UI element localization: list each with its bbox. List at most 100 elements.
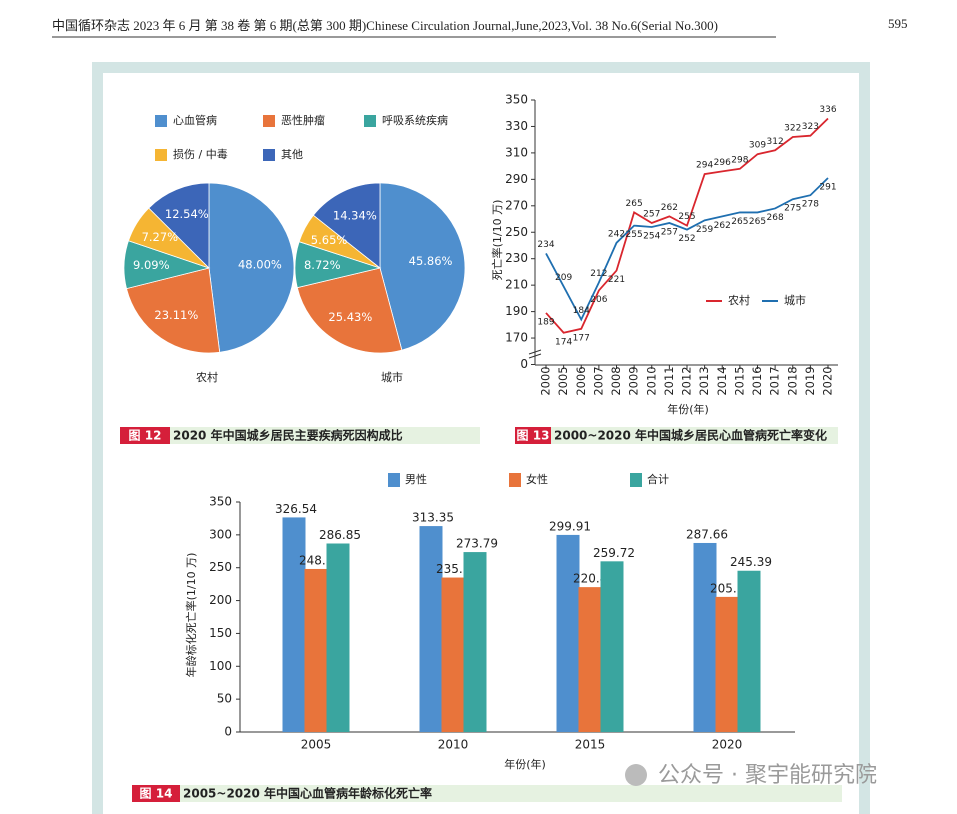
slice-label: 25.43% <box>328 310 372 324</box>
x-tick-label: 2010 <box>438 738 469 752</box>
bar <box>693 542 717 732</box>
data-label: 262 <box>661 203 678 213</box>
x-tick-label: 2017 <box>768 366 782 395</box>
data-label: 298 <box>731 155 748 165</box>
slice-label: 23.11% <box>154 308 198 322</box>
x-tick-label: 2010 <box>644 366 658 395</box>
caption-label-box <box>120 427 170 444</box>
legend-label: 男性 <box>405 472 427 486</box>
y-tick-label: 170 <box>505 331 528 345</box>
data-label: 287.66 <box>686 527 728 541</box>
legend-swatch <box>509 473 521 487</box>
data-label: 245.39 <box>730 555 772 569</box>
data-label: 323 <box>802 122 819 132</box>
pie-slice <box>148 182 210 269</box>
data-label: 257 <box>661 227 678 237</box>
figure-title: 2000~2020 年中国城乡居民心血管病死亡率变化 <box>554 428 827 443</box>
data-label: 209 <box>555 273 572 283</box>
legend-swatch <box>388 473 400 487</box>
data-label: 275 <box>784 204 801 214</box>
data-label: 265 <box>749 217 766 227</box>
legend-swatch <box>364 115 376 127</box>
legend-label: 心血管病 <box>173 113 217 127</box>
data-label: 174 <box>555 337 572 347</box>
caption-bar <box>132 785 842 802</box>
bar <box>441 577 465 732</box>
y-tick-label: 210 <box>505 278 528 292</box>
x-tick-label: 2013 <box>697 366 711 395</box>
page-number: 595 <box>888 16 908 31</box>
bar <box>715 596 739 732</box>
data-label: 184 <box>573 306 590 316</box>
data-label: 257 <box>643 209 660 219</box>
x-tick-label: 2016 <box>750 366 764 395</box>
data-label: 291 <box>819 183 836 193</box>
bar <box>419 526 443 732</box>
data-label: 259.72 <box>593 546 635 560</box>
data-label: 262 <box>714 221 731 231</box>
slice-label: 5.65% <box>311 233 348 247</box>
data-label: 294 <box>696 161 713 171</box>
y-tick-label: 200 <box>209 593 232 607</box>
x-tick-label: 2000 <box>539 366 553 395</box>
data-label: 273.79 <box>456 537 498 551</box>
legend-label: 城市 <box>784 293 806 307</box>
bar <box>326 543 350 732</box>
caption-label-box <box>132 785 180 802</box>
y-tick-label: 350 <box>209 495 232 509</box>
x-axis-title: 年份(年) <box>504 757 546 771</box>
figure-title: 2005~2020 年中国心血管病年龄标化死亡率 <box>183 786 432 801</box>
y-tick-label: 350 <box>505 93 528 107</box>
pie-name: 城市 <box>381 370 403 384</box>
legend-label: 合计 <box>647 472 669 486</box>
data-label: 206 <box>590 295 607 305</box>
data-label: 268 <box>767 213 784 223</box>
x-tick-label: 2015 <box>575 738 606 752</box>
pie-slice <box>312 182 381 269</box>
watermark-icon <box>625 764 647 786</box>
data-label: 221 <box>608 275 625 285</box>
slice-label: 8.72% <box>304 258 341 272</box>
legend-swatch <box>155 115 167 127</box>
line-series <box>545 117 829 334</box>
legend-swatch <box>263 149 275 161</box>
watermark: 公众号 · 聚宇能研究院 <box>658 763 877 788</box>
y-tick-label: 0 <box>224 725 232 739</box>
data-label: 322 <box>784 124 801 134</box>
x-tick-label: 2012 <box>680 366 694 395</box>
y-axis-title: 死亡率(1/10 万) <box>490 200 504 281</box>
data-label: 278 <box>802 200 819 210</box>
y-tick-label: 0 <box>520 357 528 371</box>
y-tick-label: 270 <box>505 198 528 212</box>
legend-label: 损伤 / 中毒 <box>173 147 228 161</box>
caption-label-box <box>515 427 551 444</box>
bar <box>282 517 306 732</box>
data-label: 254 <box>643 231 660 241</box>
slice-label: 9.09% <box>133 258 170 272</box>
data-label: 312 <box>767 137 784 147</box>
legend-swatch <box>155 149 167 161</box>
bar <box>578 587 602 732</box>
header: 中国循环杂志 2023 年 6 月 第 38 卷 第 6 期(总第 300 期)… <box>52 18 718 33</box>
data-label: 252 <box>678 234 695 244</box>
pie-slice <box>379 182 466 351</box>
pie-slice <box>296 267 403 354</box>
y-tick-label: 300 <box>209 527 232 541</box>
y-axis-title: 年龄标化死亡率(1/10 万) <box>184 553 198 678</box>
slice-label: 48.00% <box>238 257 282 271</box>
x-tick-label: 2014 <box>715 366 729 395</box>
y-tick-label: 250 <box>209 560 232 574</box>
legend-label: 恶性肿瘤 <box>281 113 325 127</box>
slice-label: 12.54% <box>165 207 209 221</box>
x-axis-title: 年份(年) <box>667 402 709 416</box>
data-label: 326.54 <box>275 502 317 516</box>
data-label: 265 <box>731 217 748 227</box>
line-series <box>545 177 829 322</box>
slice-label: 45.86% <box>409 254 453 268</box>
x-tick-label: 2005 <box>301 738 332 752</box>
data-label: 255 <box>626 230 643 240</box>
bar <box>600 561 624 732</box>
data-label: 212 <box>590 269 607 279</box>
legend-label: 其他 <box>281 148 303 161</box>
